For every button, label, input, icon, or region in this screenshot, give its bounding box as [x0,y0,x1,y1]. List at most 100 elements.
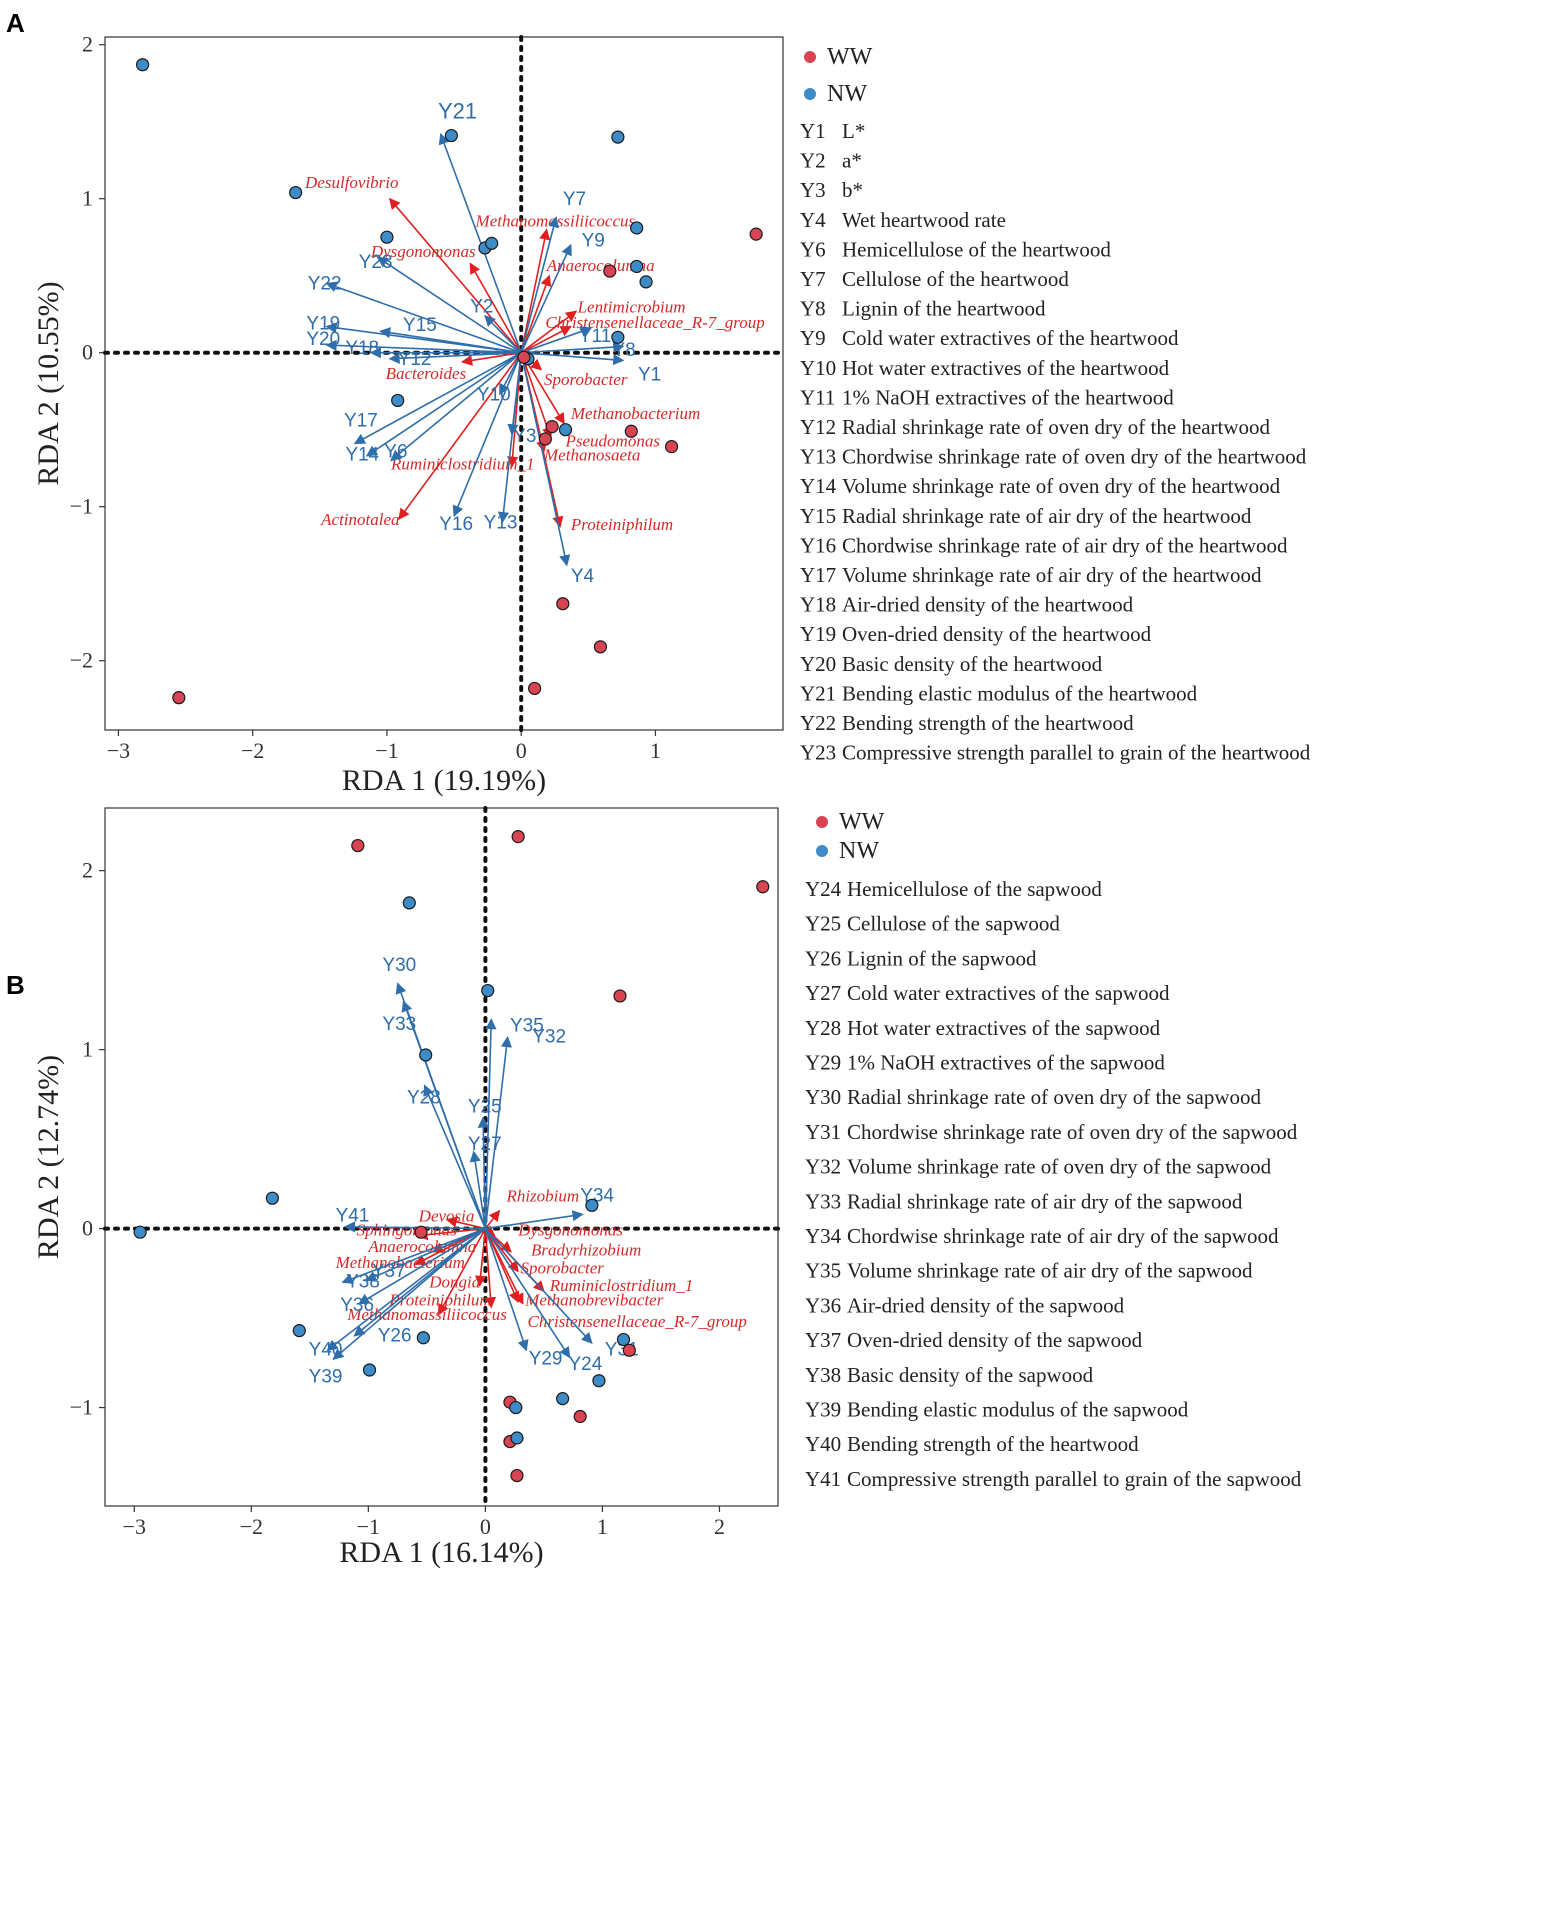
nw-sample-point [419,1048,433,1062]
legend-var-code: Y41 [805,1467,841,1491]
ww-sample-point [664,440,679,454]
legend-var-code: Y24 [805,877,842,901]
legend-swatch [816,845,828,857]
legend-var-desc: Chordwise shrinkage rate of oven dry of … [847,1120,1298,1144]
x-tick-label: 2 [714,1514,725,1539]
env-arrow-label: Y32 [532,1026,566,1047]
env-arrow [520,326,593,354]
x-tick-label: 1 [650,738,661,763]
legend-var-desc: b* [842,178,863,202]
panel-a-sample-points [135,58,763,705]
ww-sample-point [622,1343,636,1357]
env-arrow [520,216,560,353]
x-tick-label: 0 [480,1514,491,1539]
legend-var-desc: Bending elastic modulus of the sapwood [847,1398,1189,1422]
ww-sample-point [756,880,770,894]
env-arrow-label: Y21 [438,99,477,124]
taxa-arrow [437,1228,487,1316]
legend-var-desc: Radial shrinkage rate of air dry of the … [842,504,1252,528]
legend-var-desc: Bending elastic modulus of the heartwood [842,681,1198,705]
env-arrow-label: Y25 [468,1096,502,1117]
legend-swatch [804,51,816,63]
legend-var-desc: Basic density of the heartwood [842,652,1103,676]
panel-a-y-axis-title: RDA 2 (10.55%) [32,281,65,485]
env-arrow-label: Y11 [579,326,611,347]
panel-a-taxa-arrows: DesulfovibrioMethanomassiliicoccusDysgon… [304,173,765,534]
env-arrow-label: Y22 [308,274,342,295]
nw-sample-point [630,221,644,235]
env-arrow [388,351,522,364]
env-arrow [521,341,625,354]
nw-sample-point [611,330,625,344]
x-tick-label: 1 [597,1514,608,1539]
env-arrow [469,1150,487,1229]
legend-var-desc: Compressive strength parallel to grain o… [842,741,1311,765]
x-tick-label: −1 [357,1514,380,1539]
legend-var-code: Y40 [805,1432,841,1456]
legend-var-code: Y37 [805,1328,841,1352]
env-arrow-label: Y12 [398,349,432,370]
env-arrow [325,281,522,354]
taxa-arrow-label: Rhizobium [505,1187,579,1206]
taxa-arrow [520,352,553,439]
panel-b-sample-points [133,830,770,1483]
taxa-arrow-label: Ruminiclostridium_1 [390,455,535,474]
legend-var-code: Y15 [800,504,836,528]
env-arrow-label: Y28 [407,1087,441,1108]
env-arrow [332,1227,486,1360]
legend-var-desc: Radial shrinkage rate of air dry of the … [847,1189,1243,1213]
taxa-arrow-label: Actinotalea [320,510,399,529]
ww-sample-point [528,681,542,696]
taxa-arrow-label: Proteiniphilum [570,515,673,534]
ww-sample-point [624,424,638,438]
env-arrow [484,314,522,354]
legend-var-desc: Volume shrinkage rate of oven dry of the… [842,474,1281,498]
y-tick-label: −1 [70,494,93,519]
env-arrow-label: Y15 [403,315,437,336]
taxa-arrow-label: Lentimicrobium [577,298,686,317]
env-arrow [484,1228,593,1344]
taxa-arrow-label: Devosia [418,1206,475,1225]
env-arrow-label: Y16 [439,514,473,535]
legend-var-desc: 1% NaOH extractives of the sapwood [847,1051,1165,1075]
legend-var-code: Y4 [800,208,826,232]
legend-var-desc: Hemicellulose of the sapwood [847,877,1102,901]
legend-var-code: Y21 [800,681,836,705]
env-arrow-label: Y1 [638,364,661,385]
env-arrow [484,1228,571,1359]
legend-var-code: Y29 [805,1051,841,1075]
taxa-arrow [520,228,551,353]
legend-group-label: WW [827,44,873,70]
nw-sample-point [416,1331,430,1345]
legend-var-code: Y13 [800,445,836,469]
env-arrow-label: Y10 [477,384,511,405]
legend-var-code: Y30 [805,1085,841,1109]
legend-var-desc: Hemicellulose of the heartwood [842,237,1111,261]
panel-b-chart: −3 −2 −1 0 1 2 −1 0 1 2 Rhizobium DevosiaSphingomo… [32,806,780,1569]
x-tick-label: −3 [107,738,130,763]
env-arrow-label: Y7 [563,189,586,210]
legend-var-code: Y19 [800,622,836,646]
env-arrow-label: Y13 [484,512,518,533]
y-tick-label: 2 [82,858,93,883]
legend-swatch [816,816,828,828]
legend-group-label: NW [827,81,867,107]
legend-var-code: Y22 [800,711,836,735]
nw-sample-point [616,1332,631,1347]
legend-var-desc: Hot water extractives of the sapwood [847,1016,1161,1040]
env-arrow [326,1227,486,1351]
env-arrow [343,1221,486,1233]
taxa-arrow [445,1216,486,1230]
env-arrow-label: Y19 [306,314,340,335]
panel-b-letter: B [6,970,25,1000]
env-arrow [365,352,522,457]
nw-sample-point [585,1198,599,1212]
taxa-arrow-label: Dysgonomonas [517,1221,623,1240]
legend-var-desc: Hot water extractives of the heartwood [842,356,1170,380]
taxa-arrow [484,1228,497,1309]
env-arrow-label: Y4 [571,566,595,587]
env-arrow-label: Y20 [306,329,340,350]
taxa-arrow-label: Proteiniphilum [388,1291,491,1310]
